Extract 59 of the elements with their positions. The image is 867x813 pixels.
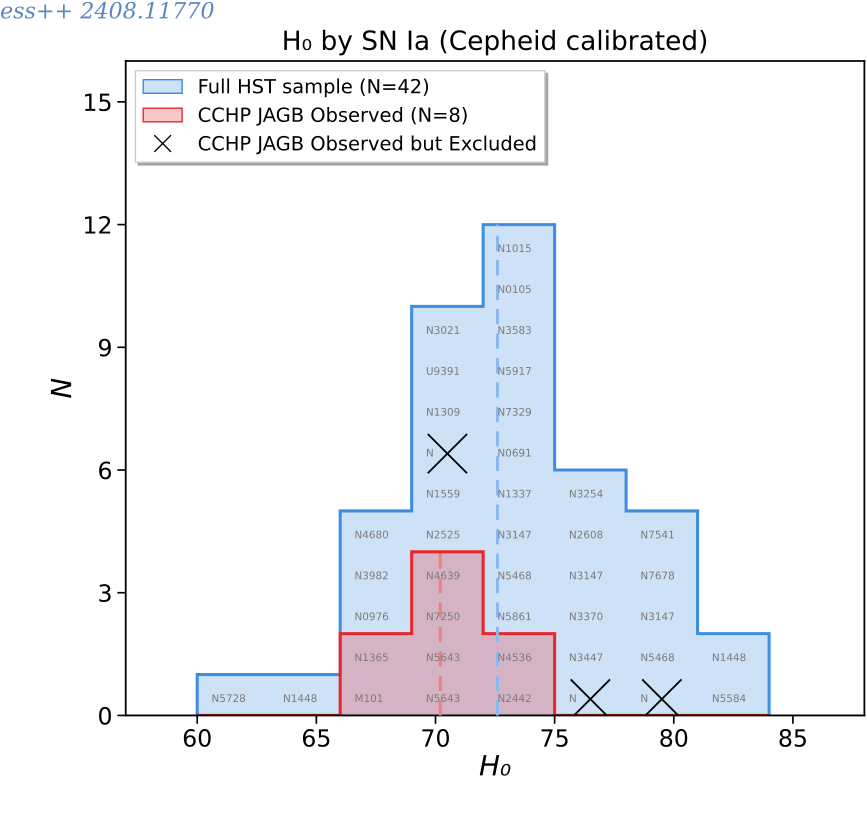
y-tick-label: 3: [99, 584, 111, 602]
annotation: N5861: [498, 612, 531, 620]
annotation: N7678: [641, 572, 674, 580]
x-tick-label: 75: [542, 729, 568, 747]
annotation: N1559: [426, 490, 460, 498]
annotation: N7329: [498, 408, 532, 416]
y-tick-label: 6: [99, 461, 112, 480]
annotation: N1337: [498, 490, 531, 498]
y-axis-title: N: [50, 378, 72, 398]
x-axis-title: H₀: [480, 755, 510, 776]
legend-label: CCHP JAGB Observed but Excluded: [198, 136, 536, 154]
annotation: N3982: [355, 572, 388, 580]
x-tick-label: 85: [779, 729, 806, 747]
annotation: N2608: [570, 530, 603, 538]
text: ess++ 2408.11770: [0, 2, 214, 19]
y-tick-label: 12: [85, 216, 110, 234]
annotation: N4639: [426, 572, 460, 580]
annotation: N0105: [498, 285, 531, 294]
y-tick-label: 9: [98, 338, 111, 357]
annotation: U9391: [426, 366, 460, 375]
annotation: N5468: [641, 653, 674, 662]
annotation: N1309: [426, 408, 460, 416]
y-tick-label: 15: [85, 94, 110, 112]
annotation: N: [570, 694, 576, 702]
annotation: N3147: [641, 612, 674, 620]
annotation: N7250: [426, 612, 460, 620]
annotation: N5728: [212, 694, 246, 702]
annotation: N3147: [498, 530, 531, 538]
annotation: N5584: [712, 694, 746, 702]
annotation: N3447: [570, 653, 602, 662]
annotation: N3370: [570, 612, 603, 620]
annotation: N7541: [641, 530, 674, 538]
annotation: N: [426, 448, 433, 457]
x-tick-label: 65: [302, 729, 330, 747]
legend-label: CCHP JAGB Observed (N=8): [198, 107, 467, 126]
annotation: N3254: [570, 490, 603, 498]
annotation: N1365: [355, 653, 388, 662]
annotation: N2442: [498, 694, 531, 702]
annotation: N3147: [570, 572, 602, 580]
annotation: N0976: [355, 612, 388, 620]
annotation: N5643: [426, 694, 460, 702]
x-tick-label: 60: [184, 729, 211, 747]
annotation: N: [641, 694, 648, 702]
annotation: N0691: [498, 448, 531, 457]
annotation: N3021: [426, 326, 460, 334]
x-tick-label: 80: [660, 729, 688, 747]
annotation: N4680: [355, 530, 388, 538]
annotation: N3583: [498, 326, 531, 334]
legend-label: Full HST sample (N=42): [200, 78, 428, 98]
annotation: N1448: [284, 694, 317, 702]
annotation: N1448: [712, 653, 746, 662]
y-tick-label: 0: [99, 706, 111, 725]
annotation: N5468: [498, 572, 532, 580]
annotation: N5917: [498, 366, 531, 375]
annotation: N1015: [498, 244, 531, 252]
annotation: M101: [355, 694, 382, 702]
x-tick-label: 70: [422, 729, 449, 747]
annotation: N2525: [426, 530, 460, 538]
chart-title: H₀ by SN Ia (Cepheid calibrated): [284, 30, 706, 56]
